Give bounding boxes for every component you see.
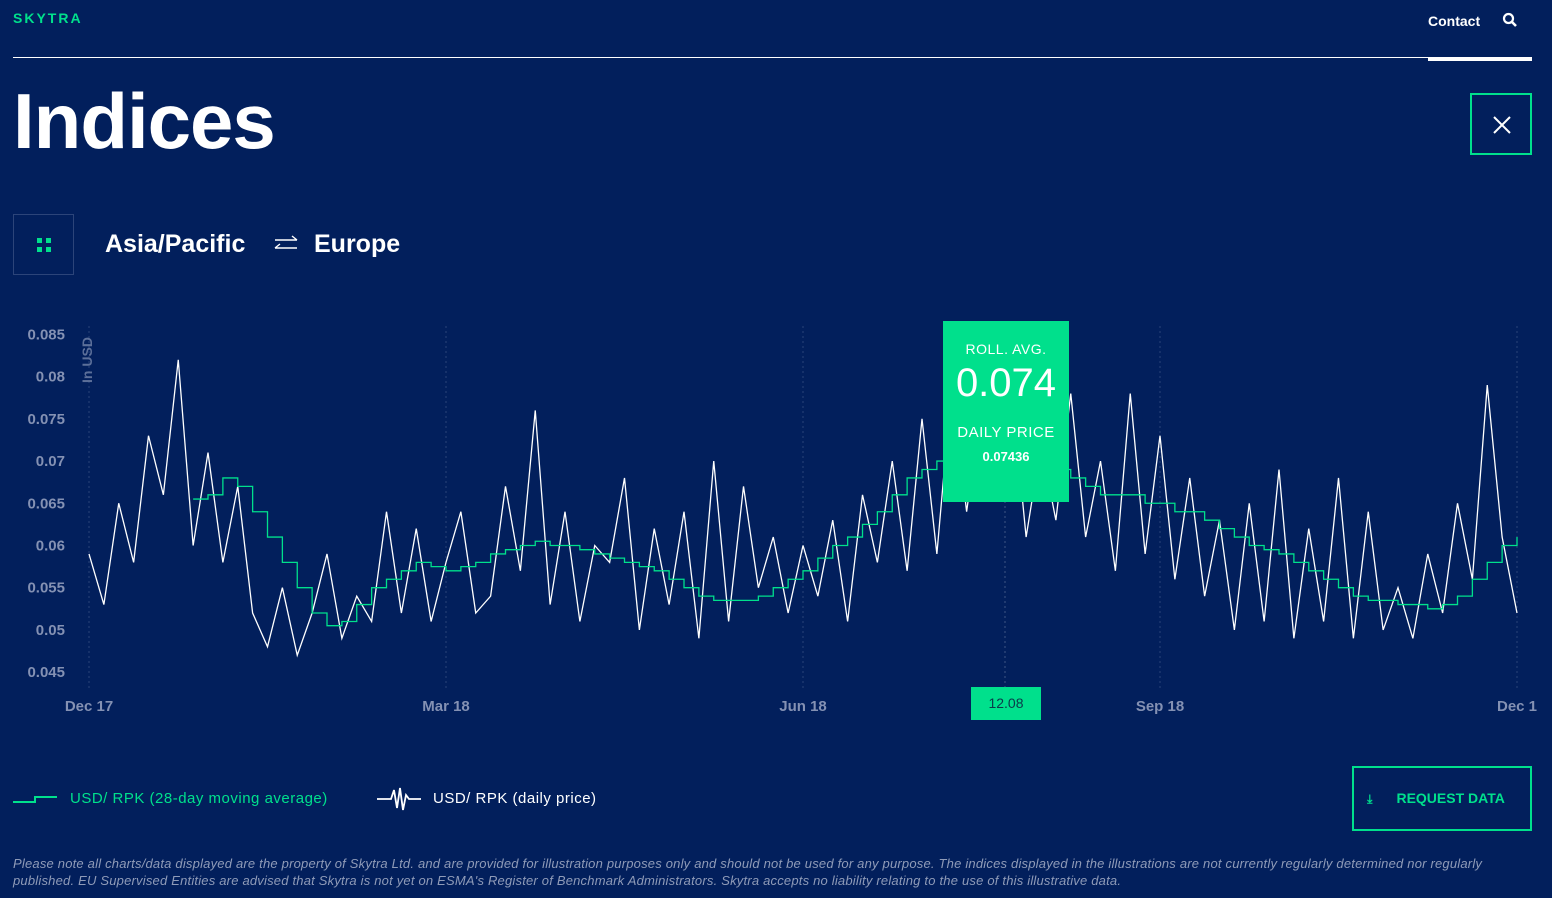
route-to: Europe: [314, 230, 401, 258]
legend-avg[interactable]: USD/ RPK (28-day moving average): [70, 790, 328, 807]
x-tick-label: Mar 18: [422, 698, 470, 715]
request-data-button[interactable]: ⤓ REQUEST DATA: [1352, 766, 1532, 831]
nav-contact[interactable]: Contact: [1428, 13, 1481, 29]
y-tick-label: 0.07: [36, 453, 65, 470]
series-line: [193, 451, 1518, 627]
y-axis-label: In USD: [79, 337, 95, 383]
x-tick-label: Sep 18: [1136, 698, 1184, 715]
tooltip-daily-value: 0.07436: [982, 449, 1030, 464]
disclaimer: Please note all charts/data displayed ar…: [13, 856, 1483, 888]
y-tick-label: 0.045: [27, 664, 65, 681]
series-line: [88, 359, 1518, 658]
tooltip-date: 12.08: [971, 687, 1041, 720]
legend-daily[interactable]: USD/ RPK (daily price): [433, 790, 597, 807]
x-tick-label: Dec 1: [1497, 698, 1537, 715]
logo[interactable]: SKYTRA: [13, 10, 83, 26]
y-tick-label: 0.05: [36, 622, 65, 639]
tooltip-roll-value: 0.074: [955, 361, 1057, 405]
tooltip-daily-label: DAILY PRICE: [957, 424, 1055, 441]
legend-icon-daily: [377, 787, 421, 811]
close-icon: [1493, 116, 1511, 134]
search-icon[interactable]: [1502, 12, 1518, 28]
y-tick-label: 0.055: [27, 580, 65, 597]
grid-icon: [37, 238, 51, 252]
header-rule: [13, 57, 1532, 58]
tooltip: ROLL. AVG. 0.074 DAILY PRICE 0.07436: [943, 321, 1069, 502]
y-tick-label: 0.06: [36, 537, 65, 554]
request-data-label: REQUEST DATA: [1396, 790, 1505, 806]
x-tick-label: Jun 18: [779, 698, 827, 715]
y-tick-label: 0.075: [27, 411, 65, 428]
nav-underline: [1428, 57, 1532, 61]
y-tick-label: 0.085: [27, 326, 65, 343]
x-tick-label: Dec 17: [65, 698, 113, 715]
tooltip-roll-label: ROLL. AVG.: [965, 341, 1047, 357]
y-tick-label: 0.08: [36, 369, 65, 386]
y-tick-label: 0.065: [27, 495, 65, 512]
route-from: Asia/Pacific: [105, 230, 246, 258]
close-button[interactable]: [1470, 93, 1532, 155]
page-title: Indices: [13, 77, 276, 165]
legend-icon-avg: [13, 796, 57, 803]
swap-icon[interactable]: [272, 234, 300, 254]
menu-button[interactable]: [13, 214, 74, 275]
